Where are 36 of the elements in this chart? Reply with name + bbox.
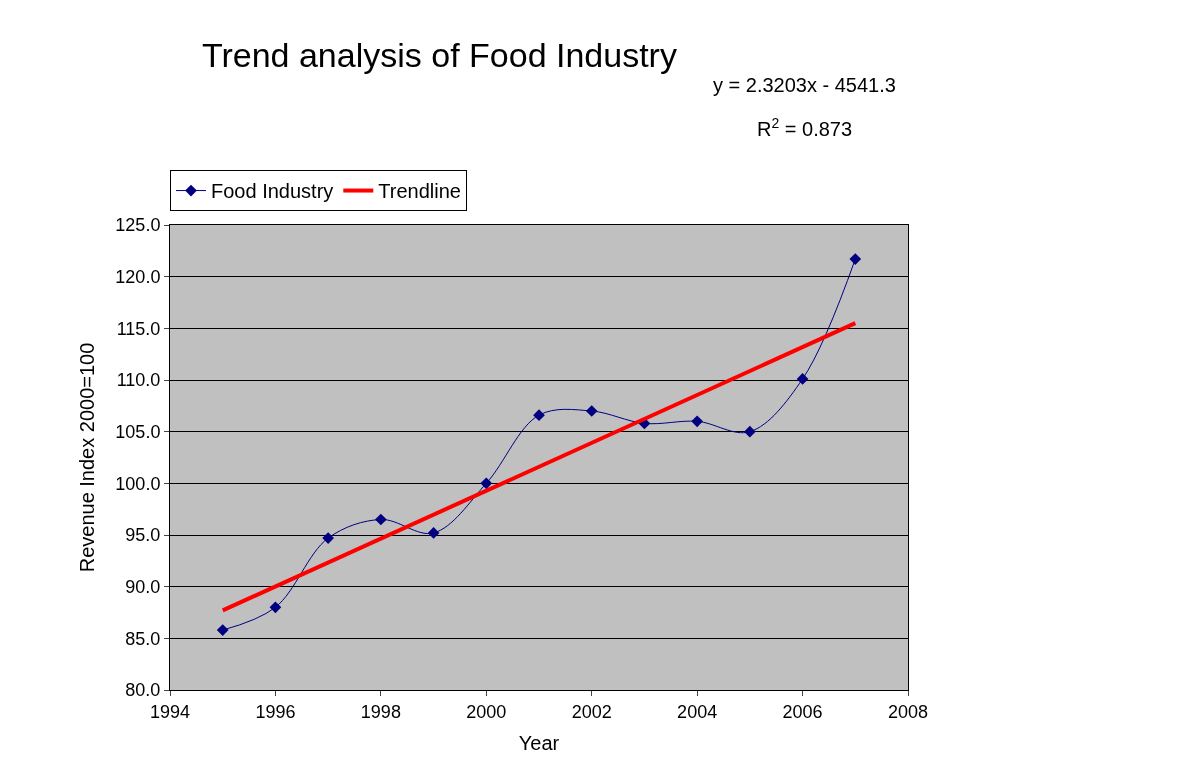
point (480, 477, 493, 490)
point (744, 425, 756, 438)
text: y = 2.3203x - 4541.3 (713, 74, 896, 96)
point (796, 373, 809, 385)
point (269, 601, 282, 614)
x-tick-label: 2008 (887, 701, 929, 722)
y-tick-label: 115.0 (116, 318, 161, 339)
point (322, 532, 334, 544)
y-tick-label: 95.0 (125, 525, 161, 546)
y-tick-label: 90.0 (125, 576, 161, 597)
y-tick-label: 110.0 (116, 370, 161, 391)
y-tick-label: 100.0 (115, 473, 161, 494)
y-axis-title: Revenue Index 2000=100 (75, 342, 98, 573)
x-tick-label: 2002 (571, 701, 612, 722)
y-tick-label: 85.0 (125, 628, 161, 649)
point (585, 405, 598, 417)
y-tick-label: 125.0 (115, 215, 161, 236)
legend-label: Food Industry (211, 180, 334, 203)
chart-title: Trend analysis of Food Industry (201, 35, 677, 74)
y-tick-label: 80.0 (125, 680, 161, 701)
x-tick-label: 2004 (677, 701, 718, 722)
point (216, 624, 229, 636)
point (375, 513, 387, 526)
point (691, 415, 703, 428)
y-tick-label: 120.0 (115, 266, 161, 287)
text: R$^{2}$ = 0.873 (757, 115, 853, 141)
x-tick-label: 1996 (255, 701, 296, 722)
y-tick-label: 105.0 (115, 421, 161, 442)
legend-label: Trendline (378, 180, 461, 203)
x-axis-title: Year (518, 732, 560, 755)
x-tick-label: 1994 (149, 701, 191, 722)
point (849, 253, 862, 265)
x-tick-label: 2000 (466, 701, 507, 722)
x-tick-label: 1998 (360, 701, 401, 722)
x-tick-label: 2006 (782, 701, 823, 722)
point (427, 527, 440, 539)
